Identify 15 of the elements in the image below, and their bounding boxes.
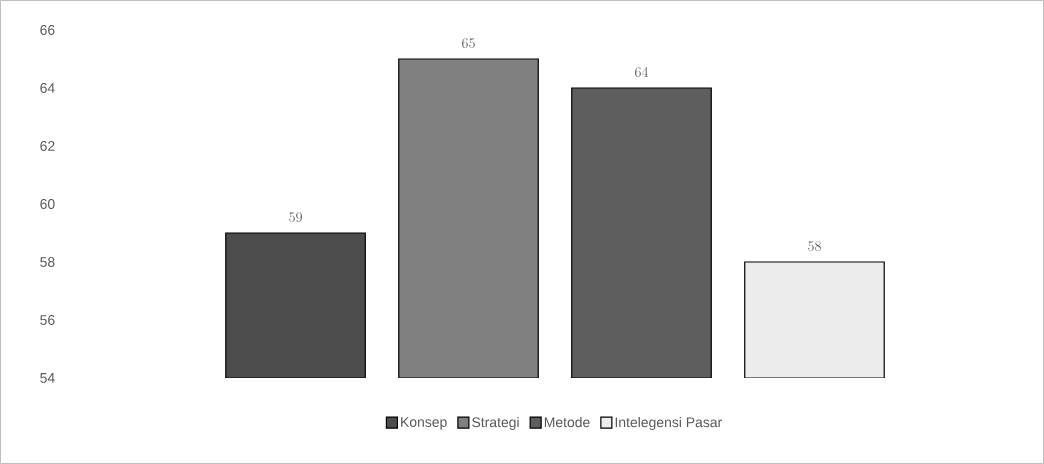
legend-label: Metode [544,416,590,428]
y-tick-label: 60 [40,199,55,209]
data-label: 59 [289,212,302,223]
y-tick-label: 62 [40,141,55,151]
legend-label: Konsep [401,417,447,430]
data-label: 64 [635,67,649,78]
data-label: 65 [462,38,475,49]
legend-label: Intelegensi Pasar [615,416,722,430]
y-tick-label: 56 [40,315,55,325]
data-label: 58 [808,241,821,252]
y-tick-label: 54 [40,373,55,383]
y-tick-label: 58 [40,257,55,267]
legend-label: Strategi [472,416,519,430]
y-tick-label: 66 [40,25,55,35]
y-tick-label: 64 [40,83,55,93]
